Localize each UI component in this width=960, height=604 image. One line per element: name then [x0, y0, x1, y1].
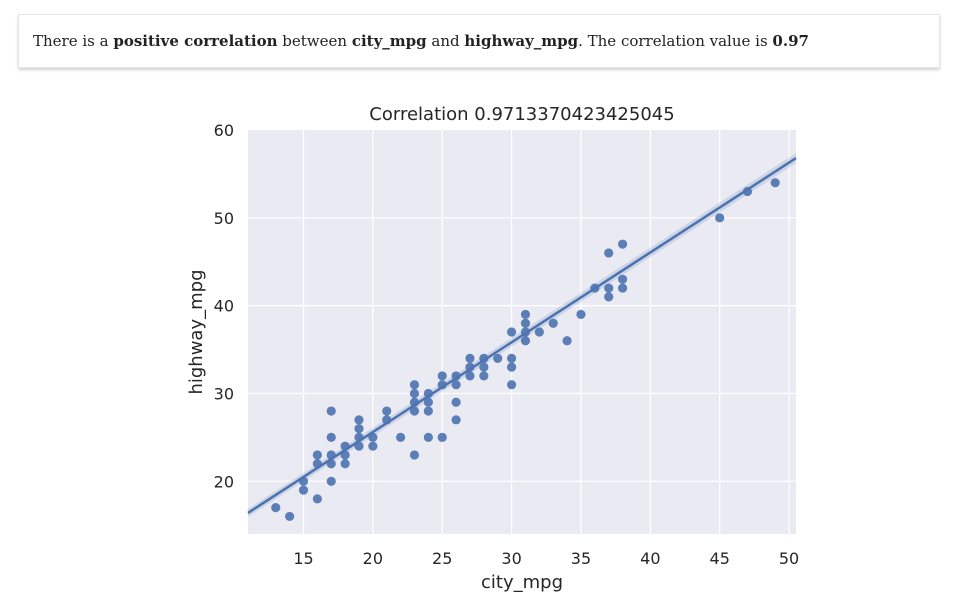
data-point: [576, 309, 586, 320]
data-point: [298, 476, 309, 486]
data-point: [437, 380, 447, 390]
data-point: [409, 406, 420, 416]
data-point: [312, 459, 322, 469]
data-point: [298, 485, 309, 495]
y-tick-label: 30: [214, 384, 234, 403]
data-point: [715, 213, 725, 223]
x-tick-label: 35: [571, 549, 591, 568]
data-point: [340, 459, 350, 469]
data-point: [604, 248, 614, 258]
y-tick-label: 40: [214, 297, 234, 316]
x-axis-label: city_mpg: [481, 572, 563, 593]
summary-bold-value: 0.97: [772, 32, 809, 50]
x-tick-label: 40: [640, 549, 660, 568]
data-point: [437, 371, 447, 381]
data-point: [590, 283, 600, 293]
data-point: [423, 388, 433, 399]
data-point: [520, 318, 531, 328]
data-point: [340, 441, 350, 451]
data-point: [479, 353, 489, 363]
summary-bold-city-mpg: city_mpg: [351, 32, 427, 50]
data-point: [382, 406, 392, 416]
y-tick-label: 20: [214, 472, 234, 491]
y-tick-label: 60: [214, 121, 234, 140]
data-point: [312, 450, 322, 460]
data-point: [451, 380, 461, 390]
data-point: [409, 450, 420, 460]
data-point: [326, 476, 336, 486]
summary-text-3: and: [426, 32, 465, 50]
data-point: [548, 318, 558, 328]
data-point: [326, 459, 336, 469]
x-tick-label: 45: [710, 549, 730, 568]
data-point: [285, 511, 295, 522]
data-point: [368, 441, 378, 451]
data-point: [326, 432, 336, 442]
summary-bold-correlation: positive correlation: [113, 32, 278, 50]
data-point: [493, 353, 503, 363]
data-point: [506, 380, 517, 390]
x-tick-label: 25: [432, 549, 452, 568]
summary-text-4: . The correlation value is: [578, 32, 773, 50]
data-point: [451, 415, 461, 425]
data-point: [409, 397, 420, 407]
data-point: [506, 327, 517, 337]
data-point: [742, 186, 753, 197]
x-tick-label: 50: [779, 549, 799, 568]
data-points: [271, 178, 780, 522]
data-point: [506, 362, 517, 372]
data-point: [354, 415, 364, 425]
data-point: [326, 450, 336, 460]
data-point: [617, 239, 628, 249]
data-point: [465, 371, 475, 381]
data-point: [617, 274, 628, 284]
data-point: [368, 432, 378, 442]
data-point: [534, 327, 544, 337]
data-point: [451, 397, 461, 407]
data-point: [354, 441, 364, 451]
summary-text-1: There is a: [33, 32, 114, 50]
data-point: [520, 327, 531, 337]
data-point: [409, 380, 420, 390]
data-point: [354, 424, 364, 434]
data-point: [506, 353, 517, 363]
correlation-summary-card: There is a positive correlation between …: [18, 14, 940, 68]
data-point: [354, 432, 364, 442]
data-point: [340, 450, 350, 460]
y-tick-label: 50: [214, 209, 234, 228]
x-tick-label: 15: [293, 549, 313, 568]
summary-bold-highway-mpg: highway_mpg: [464, 32, 579, 50]
data-point: [604, 292, 614, 302]
regression-line: [247, 157, 797, 514]
x-tick-label: 20: [363, 549, 383, 568]
data-point: [770, 178, 780, 188]
data-point: [479, 362, 489, 372]
correlation-summary-text: There is a positive correlation between …: [33, 32, 809, 50]
data-point: [437, 432, 447, 442]
data-point: [520, 336, 531, 346]
summary-text-2: between: [277, 32, 352, 50]
data-point: [604, 283, 614, 293]
data-point: [465, 353, 475, 363]
data-point: [326, 406, 336, 416]
x-tick-label: 30: [501, 549, 521, 568]
data-point: [271, 503, 281, 513]
data-point: [423, 406, 433, 416]
chart-title: Correlation 0.9713370423425045: [369, 104, 674, 125]
data-point: [520, 309, 531, 320]
data-point: [451, 371, 461, 381]
data-point: [423, 432, 433, 442]
data-point: [409, 388, 420, 399]
data-point: [562, 336, 572, 346]
data-point: [382, 415, 392, 425]
data-point: [396, 432, 406, 442]
data-point: [312, 494, 322, 504]
tick-labels: 15 20 25 30 35 40 45 50 60 20 30 40 50: [214, 121, 800, 568]
data-point: [617, 283, 628, 293]
data-point: [465, 362, 475, 372]
data-point: [423, 397, 433, 407]
data-point: [479, 371, 489, 381]
y-axis-label: highway_mpg: [186, 269, 207, 394]
